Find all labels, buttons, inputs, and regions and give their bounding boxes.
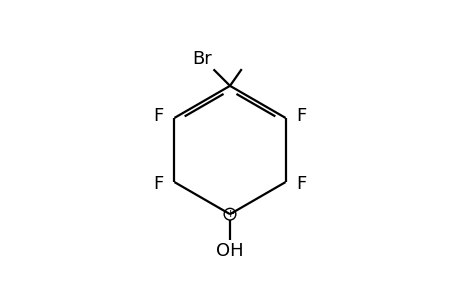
Text: F: F bbox=[296, 107, 306, 125]
Text: F: F bbox=[296, 175, 306, 193]
Text: F: F bbox=[153, 175, 163, 193]
Text: F: F bbox=[153, 107, 163, 125]
Text: OH: OH bbox=[216, 242, 243, 260]
Text: Br: Br bbox=[192, 50, 212, 68]
Text: +: + bbox=[225, 209, 234, 219]
